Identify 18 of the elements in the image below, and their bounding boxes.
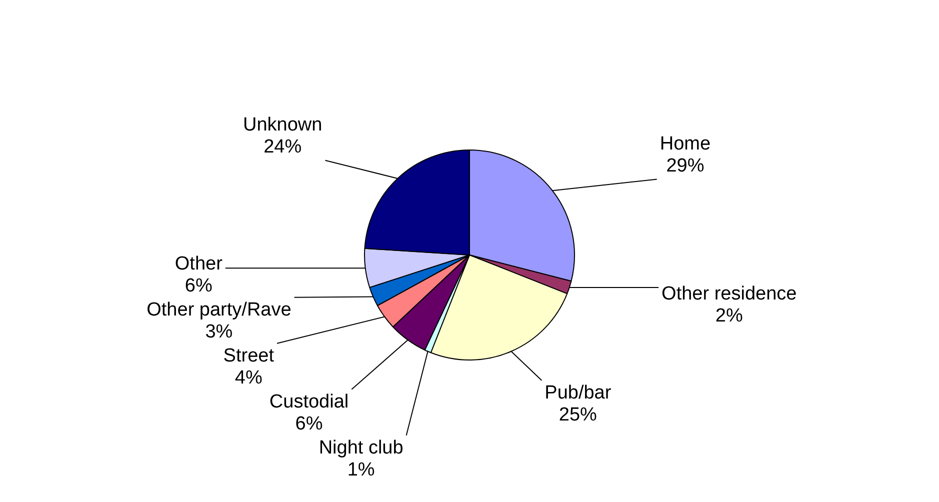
slice-label: Pub/bar: [544, 382, 612, 404]
data-label: 3%: [205, 322, 233, 343]
data-label: 4%: [234, 368, 262, 389]
slice-label: Street: [223, 346, 275, 367]
data-label: 1%: [347, 460, 375, 481]
slice-label: Other residence: [662, 284, 797, 305]
slice-label: Custodial: [269, 392, 349, 413]
slice-label: Other: [174, 254, 224, 275]
data-label: 25%: [558, 404, 598, 426]
data-label: 6%: [295, 414, 323, 435]
slice-label: Home: [660, 133, 711, 154]
data-label: 6%: [184, 276, 212, 297]
slice-label: Unknown: [243, 114, 322, 136]
data-label: 29%: [666, 155, 704, 176]
slice-label: Night club: [318, 438, 404, 459]
slice-label: Other party/Rave: [146, 300, 292, 321]
data-label: 2%: [715, 306, 743, 327]
data-label: 24%: [264, 136, 302, 158]
